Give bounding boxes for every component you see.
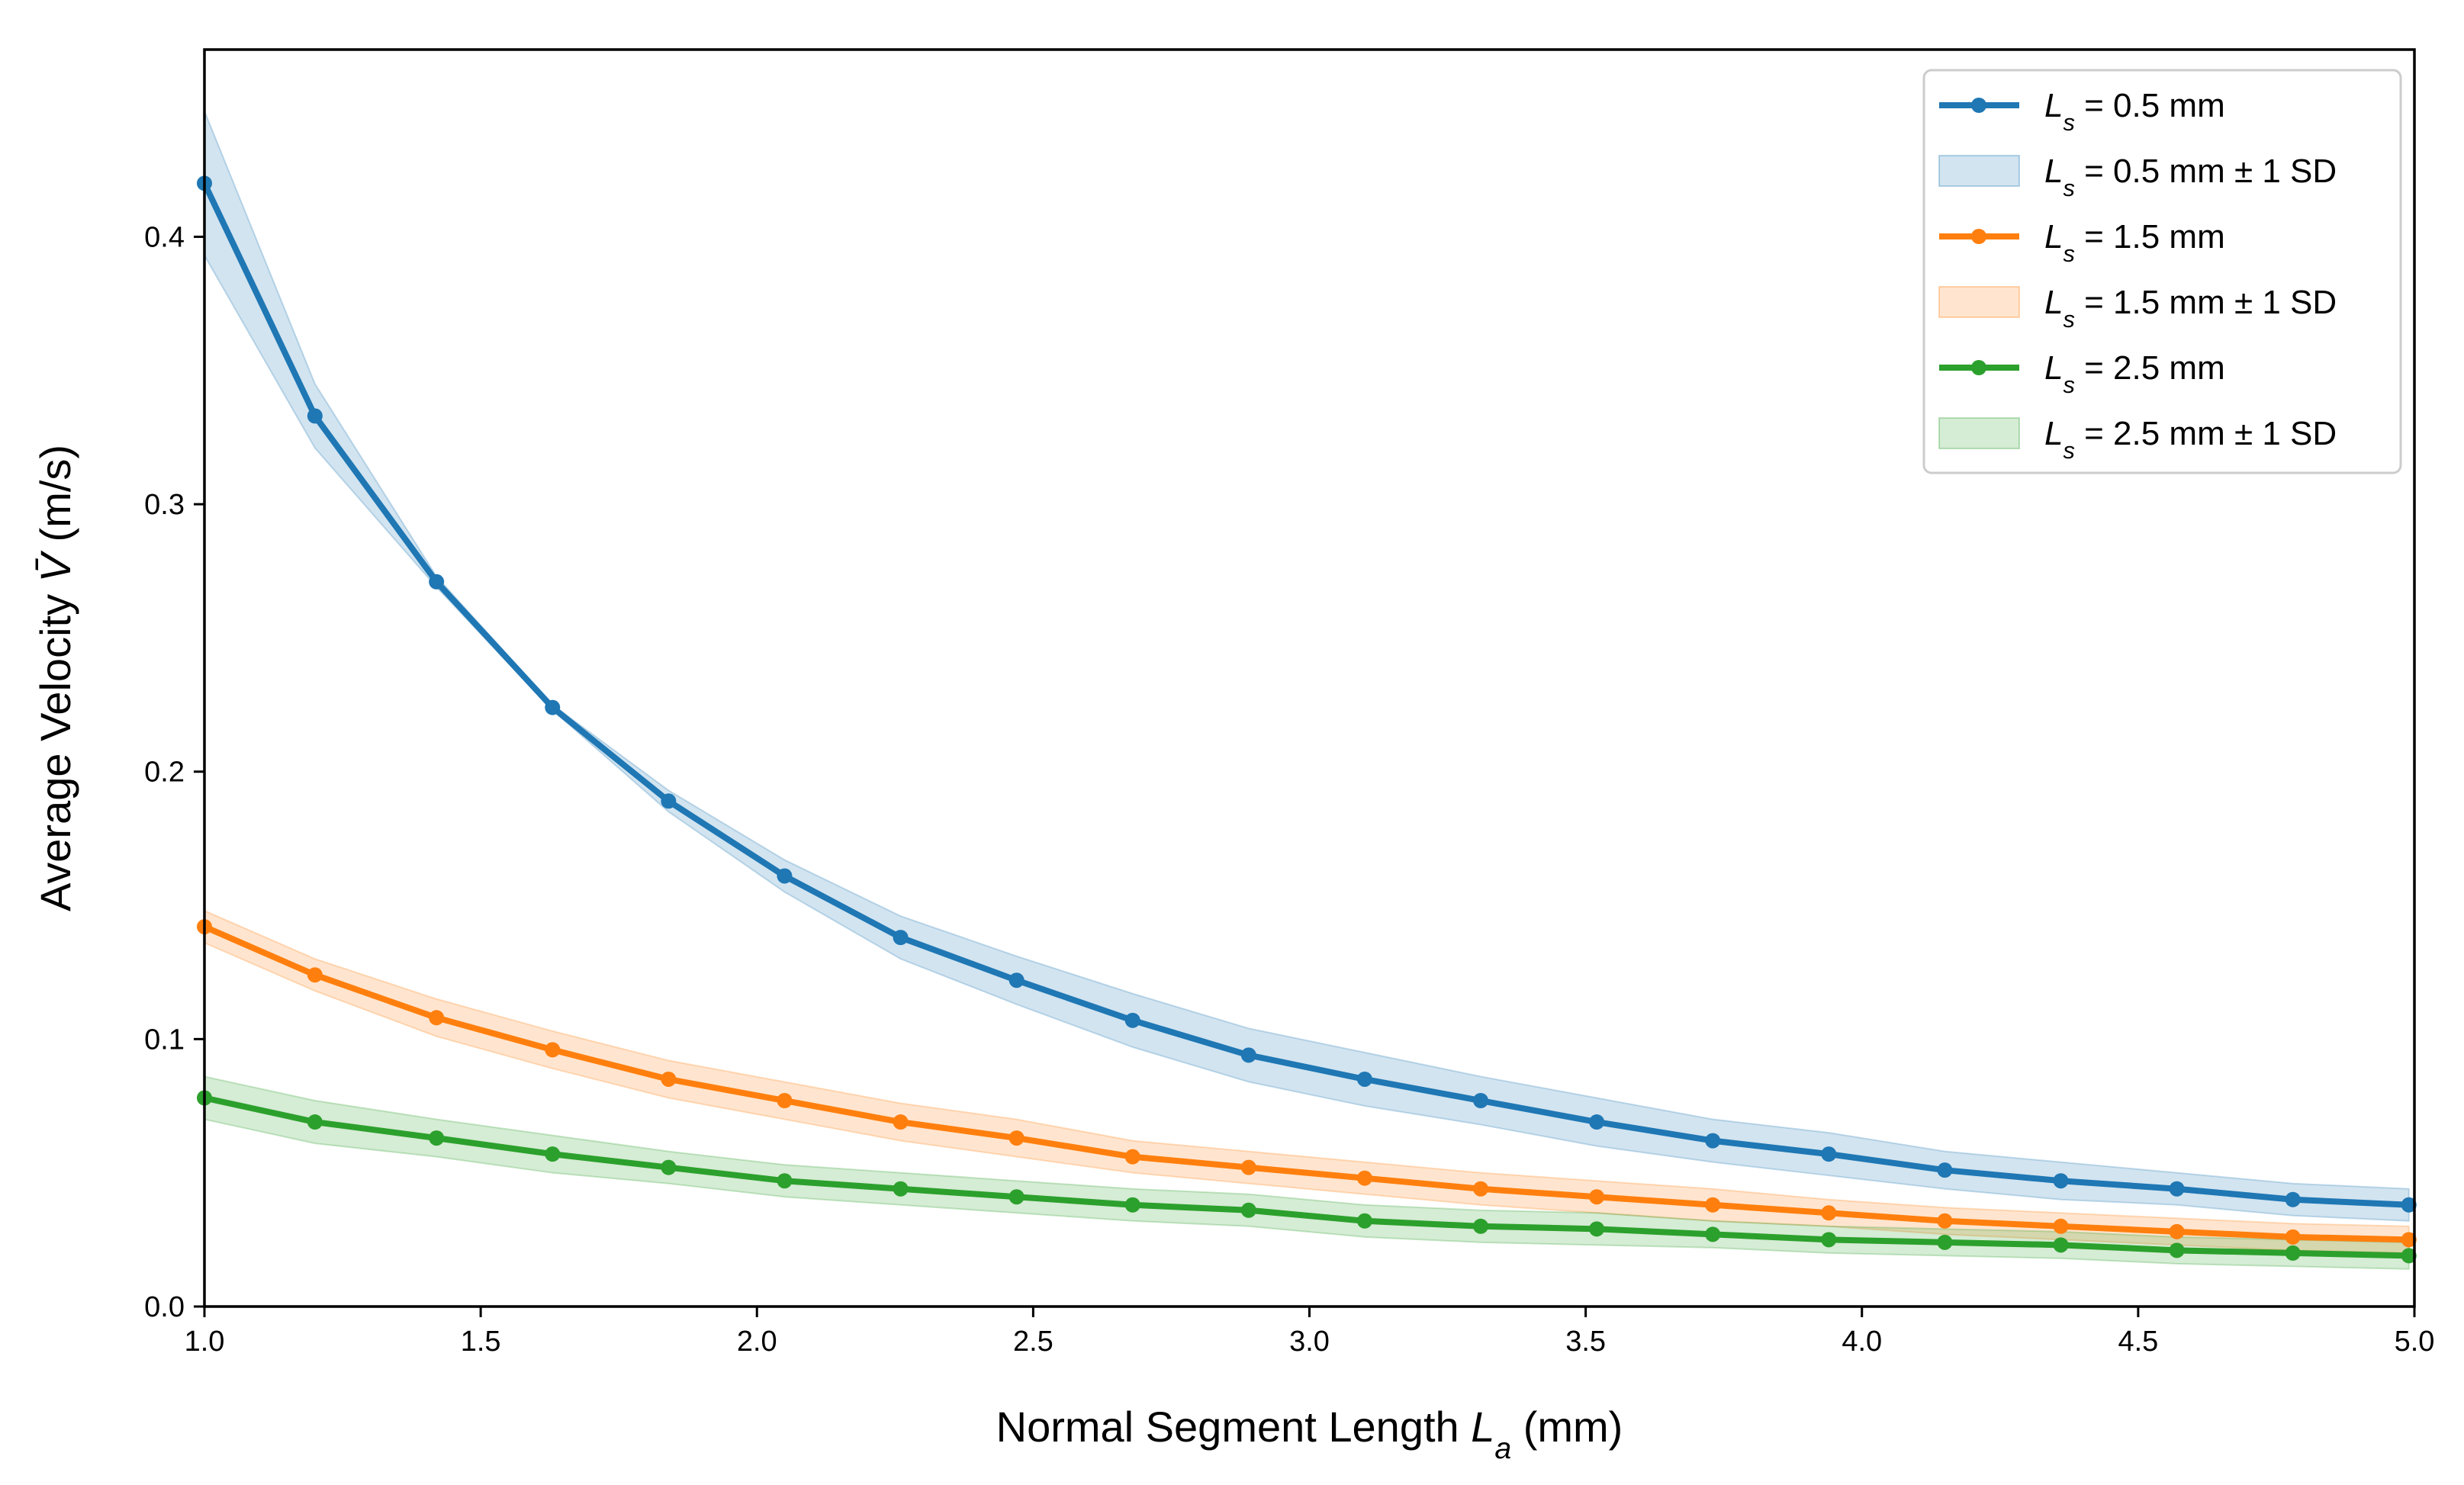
x-tick-label: 3.5 xyxy=(1565,1326,1606,1358)
x-tick-label: 4.0 xyxy=(1842,1326,1882,1358)
legend-band-swatch-1-5-mm xyxy=(1938,286,2020,318)
data-point-2-5-mm xyxy=(1937,1234,1953,1250)
data-point-0-5-mm xyxy=(1821,1146,1837,1162)
series-lines xyxy=(201,180,2412,1259)
data-point-1-5-mm xyxy=(1473,1181,1489,1197)
x-axis-ticks: 1.0 1.5 2.0 2.5 3.0 3.5 4.0 4.5 5.0 xyxy=(185,1307,2435,1358)
data-point-0-5-mm xyxy=(1240,1047,1256,1063)
legend-label-2-5-mm: Ls = 2.5 mm xyxy=(2044,349,2225,398)
legend-band-label-1-5-mm: Ls = 1.5 mm ± 1 SD xyxy=(2044,284,2337,333)
data-point-1-5-mm xyxy=(2285,1229,2301,1245)
x-tick-label: 2.0 xyxy=(737,1326,777,1358)
series-markers xyxy=(197,175,2417,1264)
data-point-1-5-mm xyxy=(777,1093,793,1109)
x-tick-label: 4.5 xyxy=(2118,1326,2158,1358)
data-point-1-5-mm xyxy=(1937,1213,1953,1229)
data-point-2-5-mm xyxy=(1705,1226,1721,1242)
data-point-2-5-mm xyxy=(1821,1232,1837,1248)
data-point-2-5-mm xyxy=(2285,1245,2301,1261)
data-point-1-5-mm xyxy=(893,1114,909,1130)
data-point-0-5-mm xyxy=(893,930,909,946)
data-point-0-5-mm xyxy=(429,574,445,590)
data-point-2-5-mm xyxy=(893,1181,909,1197)
data-point-1-5-mm xyxy=(1705,1197,1721,1213)
legend-marker-1-5-mm xyxy=(1971,229,1986,244)
data-point-0-5-mm xyxy=(1589,1114,1605,1130)
data-point-1-5-mm xyxy=(1821,1205,1837,1221)
series-line-1-5-mm xyxy=(201,924,2412,1243)
x-tick-label: 3.0 xyxy=(1289,1326,1330,1358)
data-point-0-5-mm xyxy=(2169,1181,2185,1197)
legend-band-label-2-5-mm: Ls = 2.5 mm ± 1 SD xyxy=(2044,415,2337,464)
data-point-2-5-mm xyxy=(1589,1221,1605,1237)
data-point-1-5-mm xyxy=(307,967,323,983)
x-axis-label: Normal Segment Length La (mm) xyxy=(996,1403,1623,1465)
data-point-0-5-mm xyxy=(1937,1162,1953,1178)
legend-marker-2-5-mm xyxy=(1971,360,1986,375)
data-point-0-5-mm xyxy=(545,699,561,715)
data-point-2-5-mm xyxy=(1008,1189,1025,1205)
data-point-2-5-mm xyxy=(1124,1197,1140,1213)
data-point-1-5-mm xyxy=(1240,1159,1256,1175)
x-tick-label: 2.5 xyxy=(1013,1326,1053,1358)
data-point-0-5-mm xyxy=(1705,1133,1721,1149)
y-axis-ticks: 0.0 0.1 0.2 0.3 0.4 xyxy=(144,221,204,1323)
data-point-1-5-mm xyxy=(1124,1149,1140,1165)
y-tick-label: 0.1 xyxy=(144,1024,185,1056)
data-point-0-5-mm xyxy=(1008,972,1025,988)
data-point-0-5-mm xyxy=(1124,1012,1140,1028)
y-tick-label: 0.4 xyxy=(144,221,185,253)
data-point-1-5-mm xyxy=(2169,1223,2185,1239)
data-point-0-5-mm xyxy=(777,868,793,884)
series-line-2-5-mm xyxy=(201,1094,2412,1259)
data-point-0-5-mm xyxy=(2285,1191,2301,1207)
data-point-0-5-mm xyxy=(307,408,323,424)
legend-band-label-0-5-mm: Ls = 0.5 mm ± 1 SD xyxy=(2044,153,2337,201)
data-point-2-5-mm xyxy=(1473,1218,1489,1234)
data-point-1-5-mm xyxy=(661,1071,677,1087)
data-point-2-5-mm xyxy=(307,1114,323,1130)
data-point-2-5-mm xyxy=(2053,1237,2069,1253)
data-point-2-5-mm xyxy=(777,1173,793,1189)
data-point-2-5-mm xyxy=(545,1146,561,1162)
data-point-1-5-mm xyxy=(2053,1218,2069,1234)
data-point-2-5-mm xyxy=(1240,1202,1256,1218)
data-point-2-5-mm xyxy=(2169,1242,2185,1258)
data-point-2-5-mm xyxy=(1356,1213,1372,1229)
legend-marker-0-5-mm xyxy=(1971,98,1986,113)
data-point-1-5-mm xyxy=(1008,1130,1025,1146)
y-axis-label: Average Velocity V̄ (m/s) xyxy=(31,445,79,911)
data-point-1-5-mm xyxy=(2401,1232,2417,1248)
data-point-0-5-mm xyxy=(1473,1093,1489,1109)
y-tick-label: 0.2 xyxy=(144,757,185,789)
sd-band-0-5-mm xyxy=(204,111,2410,1222)
data-point-0-5-mm xyxy=(661,793,677,809)
legend-label-0-5-mm: Ls = 0.5 mm xyxy=(2044,87,2225,136)
data-point-0-5-mm xyxy=(2053,1173,2069,1189)
data-point-1-5-mm xyxy=(1356,1170,1372,1186)
x-tick-label: 1.5 xyxy=(461,1326,501,1358)
data-point-0-5-mm xyxy=(2401,1197,2417,1213)
series-line-0-5-mm xyxy=(201,180,2412,1208)
x-tick-label: 1.0 xyxy=(185,1326,225,1358)
legend-box xyxy=(1922,69,2402,474)
data-point-0-5-mm xyxy=(1356,1071,1372,1087)
legend-band-swatch-2-5-mm xyxy=(1938,417,2020,449)
data-point-1-5-mm xyxy=(545,1042,561,1058)
data-point-1-5-mm xyxy=(1589,1189,1605,1205)
data-point-1-5-mm xyxy=(429,1010,445,1026)
legend-label-1-5-mm: Ls = 1.5 mm xyxy=(2044,218,2225,267)
y-tick-label: 0.0 xyxy=(144,1291,185,1323)
y-tick-label: 0.3 xyxy=(144,489,185,521)
legend-band-swatch-0-5-mm xyxy=(1938,155,2020,187)
data-point-2-5-mm xyxy=(429,1130,445,1146)
x-tick-label: 5.0 xyxy=(2395,1326,2435,1358)
data-point-2-5-mm xyxy=(2401,1248,2417,1264)
legend: Ls = 0.5 mm Ls = 0.5 mm ± 1 SD Ls = 1.5 mm… xyxy=(1922,69,2402,474)
data-point-2-5-mm xyxy=(661,1159,677,1175)
